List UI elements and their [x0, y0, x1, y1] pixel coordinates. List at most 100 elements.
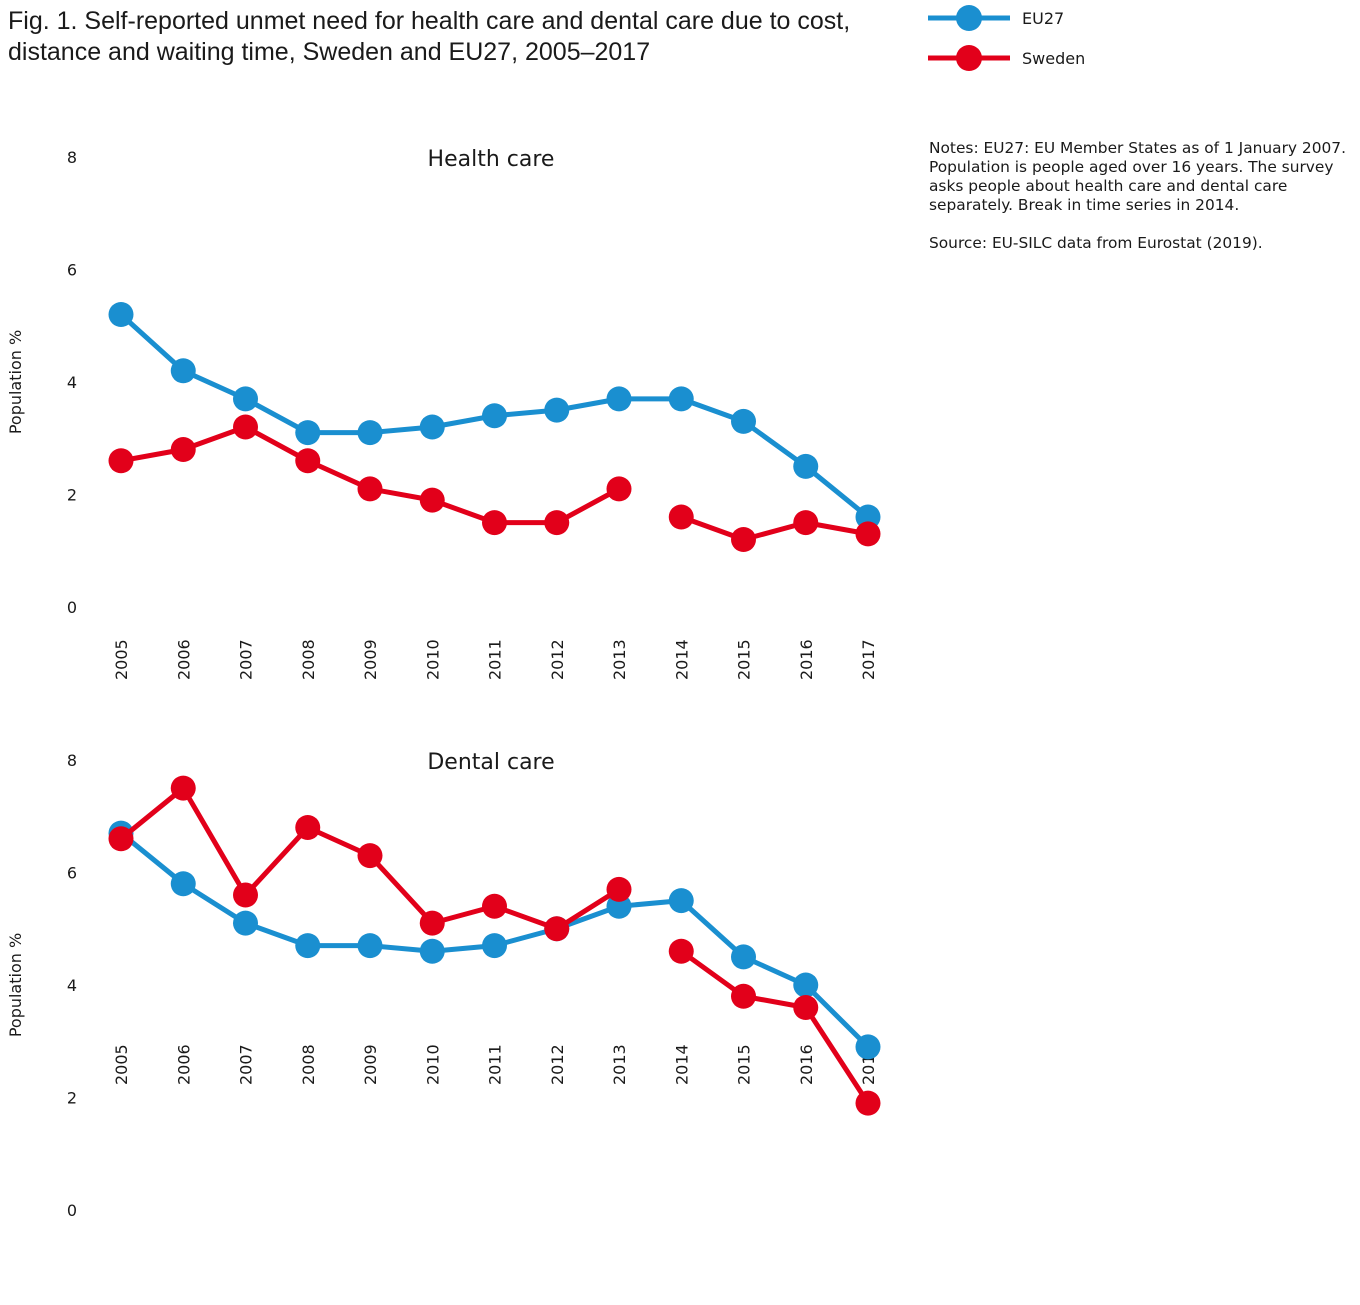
legend-item-sweden: Sweden [928, 45, 1085, 71]
chart-panel-1: Health care Population % 0 2 4 6 8 2005 2006 2007… [6, 147, 881, 680]
data-point [606, 476, 632, 502]
data-point [668, 386, 694, 412]
x-tick-label: 2006 [174, 1044, 193, 1085]
data-point [731, 944, 756, 970]
x-tick-label: 2006 [174, 639, 193, 680]
data-point [357, 476, 383, 502]
notes-block: Notes: EU27: EU Member States as of 1 Ja… [929, 139, 1355, 253]
x-tick-label: 2012 [548, 1044, 567, 1085]
legend-item-eu27: EU27 [928, 5, 1064, 31]
x-tick-label: 2013 [610, 639, 629, 680]
data-point [855, 1090, 881, 1116]
x-tick-label: 2016 [797, 1044, 816, 1085]
series-line [680, 514, 869, 542]
data-point [482, 510, 507, 536]
data-point [855, 1034, 881, 1060]
data-point [170, 437, 196, 462]
data-point [108, 826, 134, 852]
legend-label: EU27 [1022, 9, 1064, 28]
x-tick-label: 2013 [610, 1044, 629, 1085]
data-point [295, 448, 321, 474]
y-axis-label: Population % [6, 933, 25, 1037]
data-point [419, 938, 445, 964]
data-point [233, 386, 258, 412]
data-point [482, 933, 507, 959]
legend-label: Sweden [1022, 49, 1085, 68]
data-point [170, 871, 196, 897]
x-tick-label: 2009 [361, 1044, 380, 1085]
y-tick-label: 0 [67, 598, 77, 617]
legend-marker [956, 5, 982, 31]
x-tick-label: 2011 [486, 639, 505, 680]
data-point [170, 358, 196, 384]
series-sweden [108, 775, 881, 1116]
data-point [668, 504, 694, 530]
x-tick-label: 2005 [112, 1044, 131, 1085]
data-point [357, 843, 383, 869]
data-point [357, 933, 383, 959]
source-text: Source: EU-SILC data from Eurostat (2019… [929, 234, 1263, 252]
x-tick-label: 2015 [735, 639, 754, 680]
chart-title: Dental care [427, 750, 554, 775]
data-point [606, 876, 632, 902]
chart-title: Health care [428, 147, 555, 172]
data-point [544, 916, 570, 942]
data-point [419, 487, 445, 513]
data-point [793, 453, 819, 479]
data-point [544, 510, 570, 536]
data-point [419, 910, 445, 936]
data-point [855, 521, 881, 547]
y-tick-label: 4 [67, 373, 77, 392]
x-tick-label: 2007 [237, 1044, 256, 1085]
data-point [793, 972, 819, 998]
data-point [170, 775, 196, 801]
x-tick-label: 2005 [112, 639, 131, 680]
x-tick-label: 2007 [237, 639, 256, 680]
data-point [668, 938, 694, 964]
data-point [731, 983, 756, 1009]
data-point [482, 893, 507, 919]
data-point [108, 448, 134, 474]
x-tick-label: 2016 [797, 639, 816, 680]
y-tick-label: 4 [67, 976, 77, 995]
data-point [419, 414, 445, 440]
data-point [357, 420, 383, 446]
data-point [731, 408, 756, 434]
data-point [233, 414, 258, 440]
x-tick-label: 2008 [299, 1044, 318, 1085]
chart-panel-2: Dental care Population % 0 2 4 6 8 2005 2006 2007… [6, 750, 881, 1220]
data-point [793, 510, 819, 536]
series-sweden [108, 414, 881, 552]
series-eu27 [108, 302, 881, 530]
data-point [233, 910, 258, 936]
data-point [295, 933, 321, 959]
y-tick-label: 8 [67, 751, 77, 770]
x-tick-label: 2014 [672, 639, 691, 680]
figure-title: Fig. 1. Self-reported unmet need for hea… [8, 7, 851, 66]
data-point [606, 386, 632, 412]
x-tick-label: 2010 [423, 639, 442, 680]
y-tick-label: 2 [67, 486, 77, 505]
y-tick-label: 0 [67, 1201, 77, 1220]
data-point [295, 420, 321, 446]
data-point [482, 403, 507, 429]
x-tick-label: 2010 [423, 1044, 442, 1085]
data-point [544, 397, 570, 423]
notes-text: Notes: EU27: EU Member States as of 1 Ja… [929, 139, 1346, 214]
series-line [679, 949, 871, 1105]
data-point [295, 815, 321, 840]
x-tick-label: 2009 [361, 639, 380, 680]
x-tick-label: 2008 [299, 639, 318, 680]
y-tick-label: 6 [67, 864, 77, 883]
y-tick-label: 8 [67, 148, 77, 167]
data-point [731, 527, 756, 552]
data-point [233, 882, 258, 908]
legend: EU27 Sweden [928, 5, 1085, 71]
y-tick-label: 2 [67, 1089, 77, 1108]
x-tick-label: 2015 [735, 1044, 754, 1085]
legend-marker [956, 45, 982, 71]
x-tick-label: 2017 [859, 639, 878, 680]
data-point [793, 995, 819, 1020]
x-tick-label: 2011 [486, 1044, 505, 1085]
